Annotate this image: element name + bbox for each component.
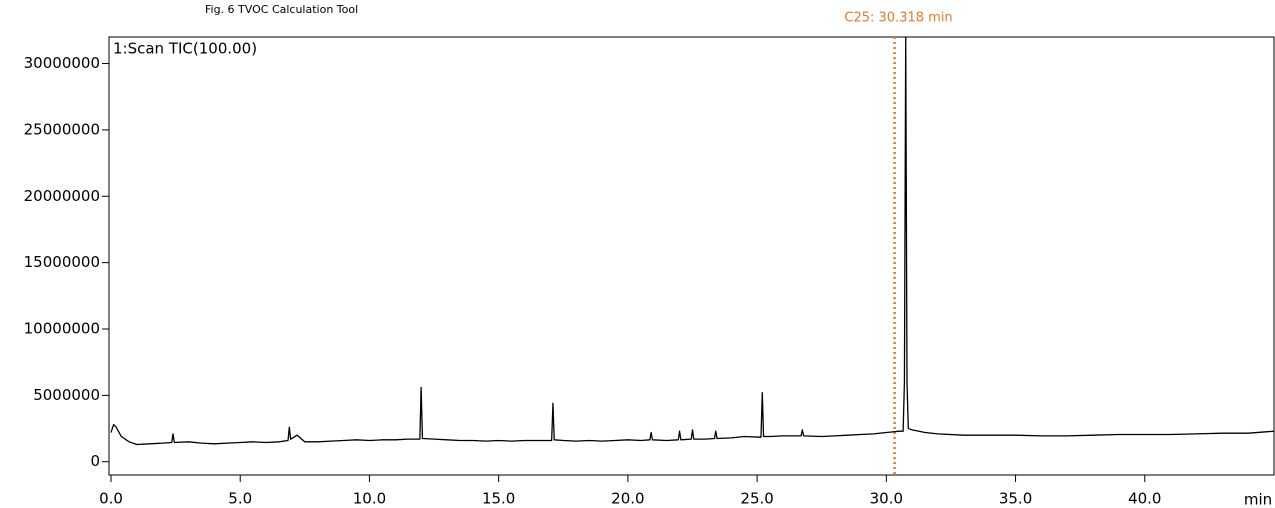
x-tick-label: 15.0: [482, 490, 515, 508]
series-line: [110, 36, 1275, 446]
chart-title: Fig. 6 TVOC Calculation Tool: [205, 3, 358, 16]
y-tick-label: 15000000: [24, 253, 100, 271]
plot-frame: [108, 36, 1275, 476]
x-tick-label: 20.0: [611, 490, 644, 508]
y-tick-label: 30000000: [24, 54, 100, 72]
y-tick-label: 10000000: [24, 320, 100, 338]
x-tick-label: 40.0: [1128, 490, 1161, 508]
annotation-label: C25: 30.318 min: [844, 11, 952, 26]
series-label: 1:Scan TIC(100.00): [113, 40, 257, 58]
x-tick-label: 25.0: [740, 490, 773, 508]
y-tick-label: 25000000: [24, 120, 100, 138]
y-tick-label: 0: [90, 452, 100, 470]
x-axis-label: min: [1244, 491, 1272, 508]
x-tick-label: 35.0: [999, 490, 1032, 508]
y-tick-label: 5000000: [33, 386, 100, 404]
x-tick-label: 5.0: [228, 490, 252, 508]
y-tick-label: 20000000: [24, 187, 100, 205]
x-tick-label: 30.0: [870, 490, 903, 508]
x-tick-label: 0.0: [99, 490, 123, 508]
x-tick-label: 10.0: [353, 490, 386, 508]
